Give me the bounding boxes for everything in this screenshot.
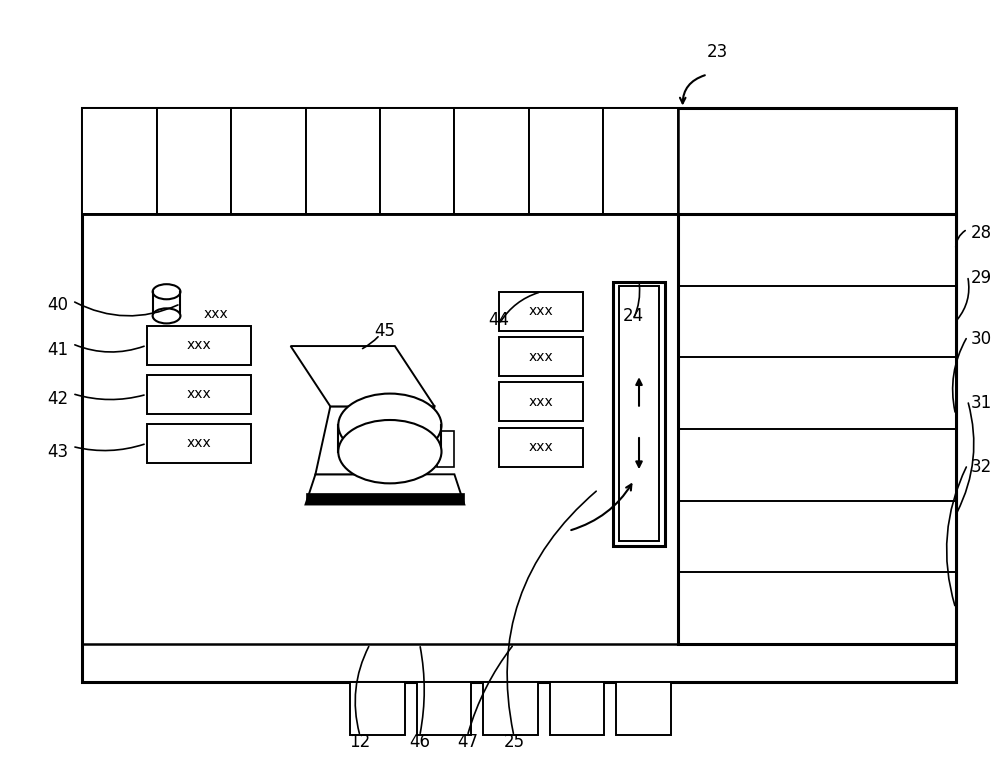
Bar [483, 682, 538, 735]
Text: 29: 29 [971, 269, 992, 287]
Text: 47: 47 [457, 733, 478, 751]
Text: xxx: xxx [204, 306, 229, 321]
Text: 44: 44 [489, 311, 510, 328]
Text: 31: 31 [971, 394, 992, 412]
Text: 41: 41 [47, 340, 69, 359]
Text: xxx: xxx [529, 304, 554, 318]
Ellipse shape [153, 309, 180, 324]
Bar [82, 109, 157, 214]
Text: xxx: xxx [186, 338, 211, 353]
Bar [529, 109, 603, 214]
Bar [147, 326, 251, 365]
Bar [499, 428, 583, 467]
Bar [417, 682, 471, 735]
Bar [499, 292, 583, 331]
Ellipse shape [338, 420, 441, 483]
Bar [306, 109, 380, 214]
Text: xxx: xxx [186, 388, 211, 401]
Text: 32: 32 [971, 458, 992, 476]
Text: 28: 28 [971, 224, 992, 242]
Text: 42: 42 [47, 390, 69, 408]
Text: 24: 24 [622, 307, 644, 325]
Text: 25: 25 [503, 733, 525, 751]
Text: xxx: xxx [186, 436, 211, 451]
Bar [550, 682, 604, 735]
Bar [231, 109, 306, 214]
Polygon shape [306, 493, 464, 505]
Bar [616, 682, 671, 735]
Bar [678, 214, 956, 644]
Text: xxx: xxx [529, 440, 554, 454]
Bar [619, 287, 659, 541]
Bar [613, 282, 665, 546]
Bar [157, 109, 231, 214]
Bar [499, 337, 583, 376]
Text: 46: 46 [409, 733, 430, 751]
Polygon shape [315, 407, 435, 474]
Ellipse shape [338, 394, 441, 457]
Bar [454, 109, 529, 214]
Text: 23: 23 [707, 43, 728, 61]
Text: 43: 43 [47, 442, 69, 461]
Polygon shape [306, 474, 464, 505]
Text: 45: 45 [374, 322, 395, 340]
Bar [380, 109, 454, 214]
Bar [82, 109, 678, 214]
Ellipse shape [153, 284, 180, 299]
Bar [350, 682, 405, 735]
Bar [499, 382, 583, 422]
Polygon shape [291, 346, 435, 407]
Text: xxx: xxx [529, 395, 554, 409]
Bar [437, 431, 454, 467]
Bar [147, 375, 251, 414]
Text: xxx: xxx [529, 350, 554, 363]
Bar [82, 109, 956, 682]
Bar [147, 424, 251, 463]
Text: 12: 12 [349, 733, 371, 751]
Text: 30: 30 [971, 330, 992, 347]
Bar [603, 109, 678, 214]
Text: 40: 40 [47, 296, 68, 314]
